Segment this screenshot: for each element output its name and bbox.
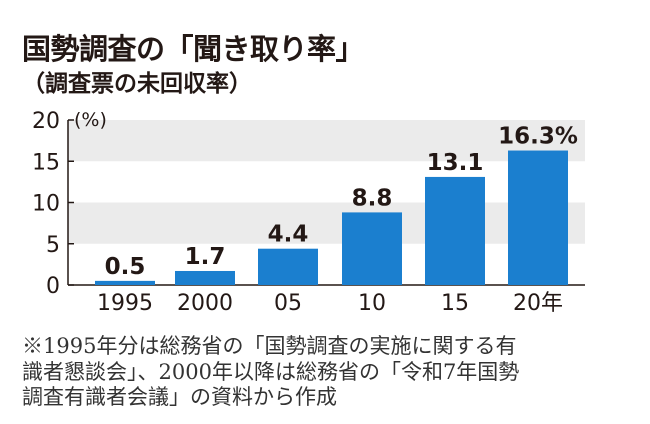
data-label: 1.7 bbox=[185, 244, 226, 270]
data-label: 13.1 bbox=[427, 150, 484, 176]
bar bbox=[258, 248, 318, 285]
data-label: 0.5 bbox=[105, 254, 146, 280]
y-axis-unit: (%) bbox=[74, 109, 107, 131]
note-line: 調査有識者会議」の資料から作成 bbox=[22, 385, 337, 409]
bar bbox=[425, 176, 485, 285]
y-tick-label: 20 bbox=[32, 109, 60, 134]
source-note: ※1995年分は総務省の「国勢調査の実施に関する有 識者懇談会」、2000年以降… bbox=[22, 334, 642, 411]
bar bbox=[95, 280, 155, 285]
x-tick-label: 10 bbox=[358, 291, 386, 316]
note-line: 識者懇談会」、2000年以降は総務省の「令和7年国勢 bbox=[22, 359, 520, 384]
bar bbox=[508, 150, 568, 285]
chart-subtitle: （調査票の未回収率） bbox=[22, 71, 252, 97]
x-tick-label: 2000 bbox=[177, 291, 233, 316]
data-label: 16.3% bbox=[498, 124, 578, 150]
x-tick-label: 15 bbox=[441, 291, 469, 316]
y-tick-label: 15 bbox=[32, 150, 60, 175]
grid-band bbox=[68, 202, 585, 244]
y-tick-label: 10 bbox=[32, 192, 60, 217]
x-tick-label: 20年 bbox=[513, 291, 563, 316]
grid-band bbox=[68, 120, 585, 162]
bar bbox=[175, 270, 235, 285]
chart-title: 国勢調査の「聞き取り率」 bbox=[22, 32, 365, 66]
y-tick-label: 0 bbox=[46, 274, 60, 299]
data-label: 8.8 bbox=[352, 185, 393, 211]
data-label: 4.4 bbox=[268, 222, 309, 248]
x-tick-label: 1995 bbox=[97, 291, 153, 316]
bar bbox=[342, 212, 402, 285]
y-tick-label: 5 bbox=[46, 233, 60, 258]
x-tick-label: 05 bbox=[274, 291, 302, 316]
note-line: ※1995年分は総務省の「国勢調査の実施に関する有 bbox=[22, 334, 517, 358]
